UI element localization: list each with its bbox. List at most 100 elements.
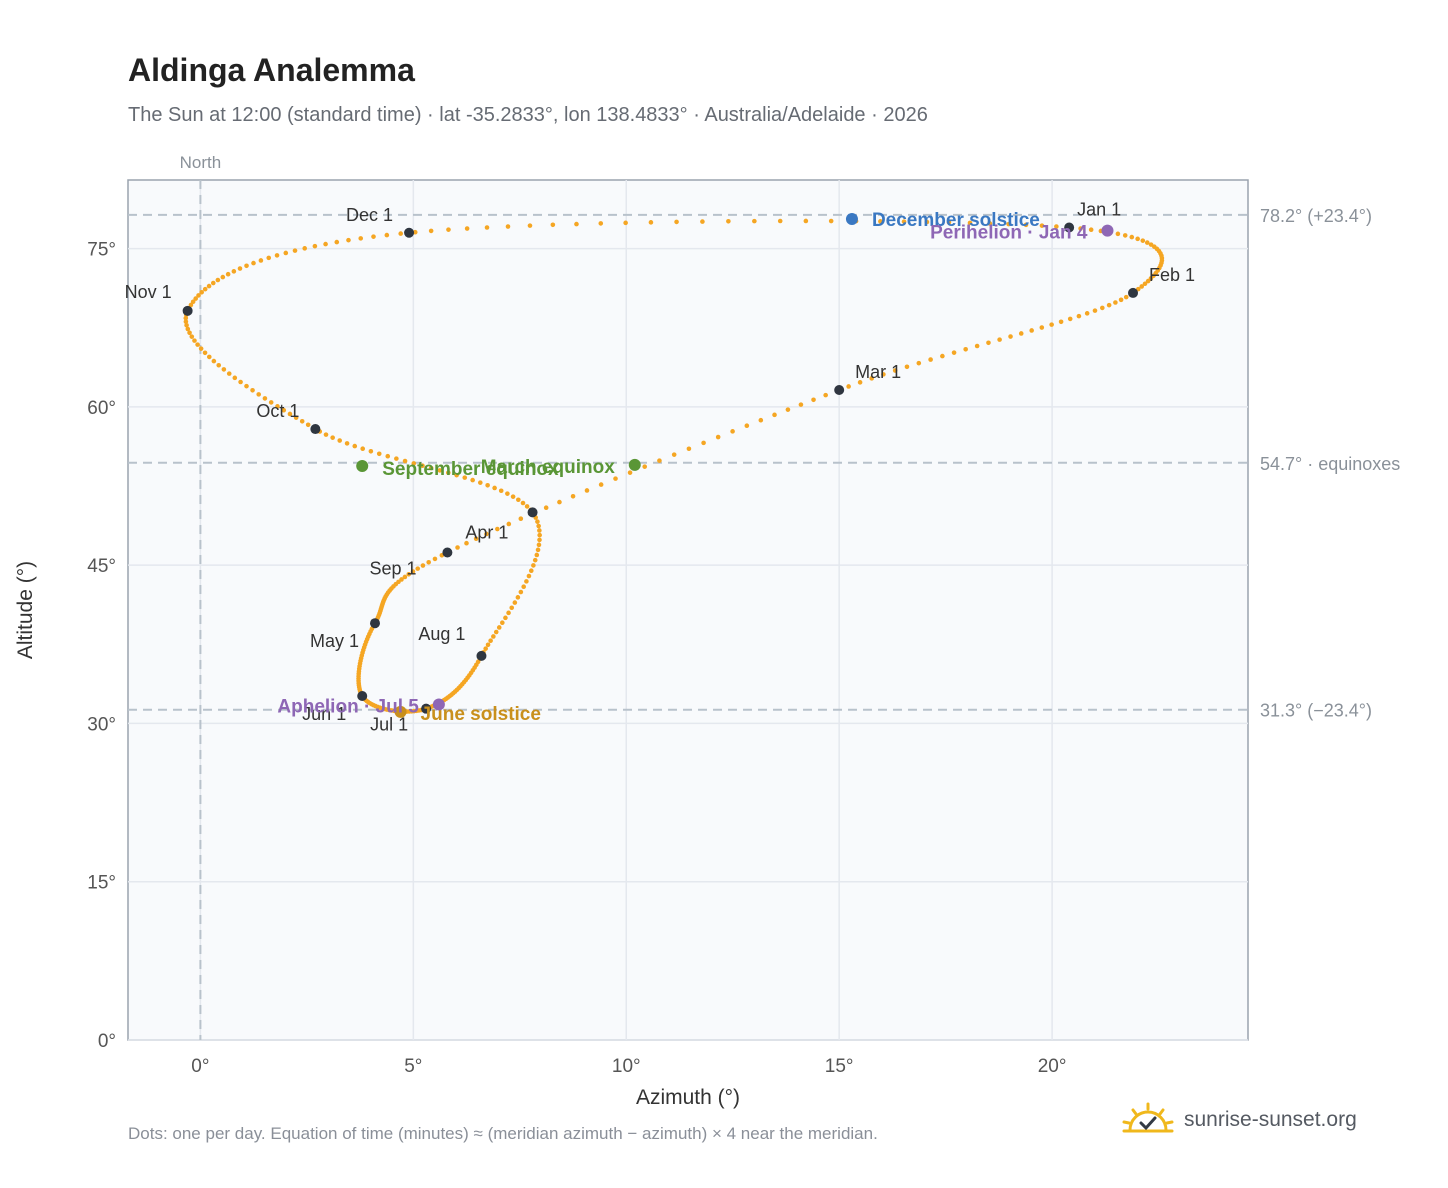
daily-dot [493,629,499,635]
daily-dot [823,392,828,398]
reference-line-label: 54.7° · equinoxes [1260,454,1400,474]
daily-dot [206,354,212,360]
daily-dot [512,600,518,605]
daily-dot [534,552,540,558]
daily-dot [543,505,549,511]
daily-dot [198,346,204,351]
daily-dot [648,220,654,225]
daily-dot [323,432,329,437]
daily-dot [505,491,510,496]
daily-dot [445,470,451,476]
daily-dot [715,434,721,440]
daily-dot [1058,319,1064,325]
daily-dot [1029,328,1034,333]
daily-dot [510,494,516,499]
daily-dot [1023,222,1029,228]
x-axis-label: Azimuth (°) [636,1086,740,1109]
y-tick-label: 45° [87,556,116,577]
month-label: Jun 1 [302,704,346,724]
daily-dot [268,400,274,405]
page-subtitle: The Sun at 12:00 (standard time) · lat -… [128,104,928,126]
month-label: Mar 1 [855,362,901,382]
daily-dot [305,422,311,428]
daily-dot [398,231,404,236]
daily-dot [642,464,648,469]
daily-dot [216,362,222,368]
event-label: September equinox [382,459,559,480]
y-axis-label: Altitude (°) [14,561,37,659]
daily-dot [1118,297,1124,303]
daily-dot [772,412,777,418]
daily-dot [188,302,194,308]
daily-dot [1078,226,1083,231]
daily-dot [1100,305,1105,311]
daily-dot [415,566,421,571]
daily-dot [1142,281,1148,287]
reference-line-label: 31.3° (−23.4°) [1260,701,1372,721]
event-label: Perihelion · Jan 4 [930,223,1088,244]
page-title: Aldinga Analemma [128,52,415,88]
daily-dot [527,223,533,228]
daily-dot [686,446,692,452]
plot-area [127,179,1249,1041]
month-marker [357,691,368,701]
month-marker [421,703,432,714]
month-label: Jan 1 [1077,199,1121,219]
daily-dot [730,429,735,434]
daily-dot [1135,236,1140,242]
event-label: June solstice [421,704,541,725]
daily-dot [987,221,993,226]
daily-dot [758,417,764,423]
daily-dot [346,237,351,243]
axes: 0° 5° 10° 15° 20° 0° 15° 30° 45° 60° 75° Azimuth (°… [14,240,1066,1109]
daily-dot [402,458,408,464]
daily-dot [1006,221,1011,227]
x-tick-label: 0° [191,1056,209,1077]
month-marker [182,305,193,316]
daily-dot [803,218,809,224]
daily-dot [1049,322,1054,327]
daily-dot [202,286,208,292]
daily-dot [215,277,221,283]
daily-dot [184,322,189,328]
daily-dot [193,296,198,301]
daily-dot [344,441,350,446]
daily-dot [299,418,305,424]
daily-dot [488,638,493,644]
daily-dot [963,346,968,352]
month-marker [1064,222,1075,233]
month-label: Nov 1 [125,282,172,302]
daily-dot [506,610,511,616]
daily-dot [360,446,366,452]
month-label: Sep 1 [370,558,417,578]
brand-name[interactable]: sunrise-sunset.org [1184,1108,1357,1131]
daily-dot [258,258,264,263]
daily-dot [411,461,417,466]
daily-dot [1054,224,1059,229]
event-marker [628,458,641,471]
daily-dot [627,470,633,475]
daily-dot [384,232,390,238]
month-marker [1128,287,1139,298]
daily-dot [674,219,679,225]
brand[interactable]: sunrise-sunset.org [1120,1100,1357,1140]
daily-dot [798,402,804,407]
daily-dot [484,531,489,537]
daily-dot [916,360,922,366]
daily-dot [550,222,556,228]
daily-dot [428,465,434,471]
event-marker [845,213,858,226]
daily-dot [394,456,399,461]
daily-dot [244,383,249,389]
daily-dot [334,239,340,245]
daily-dot [613,476,618,481]
daily-dot [368,448,374,454]
daily-dot [183,315,189,321]
month-marker [834,384,845,395]
daily-dot [281,407,287,413]
daily-dot [464,540,469,546]
daily-dot [283,250,289,256]
daily-dot [500,620,505,626]
daily-dot [496,625,502,630]
daily-dot [202,350,208,356]
